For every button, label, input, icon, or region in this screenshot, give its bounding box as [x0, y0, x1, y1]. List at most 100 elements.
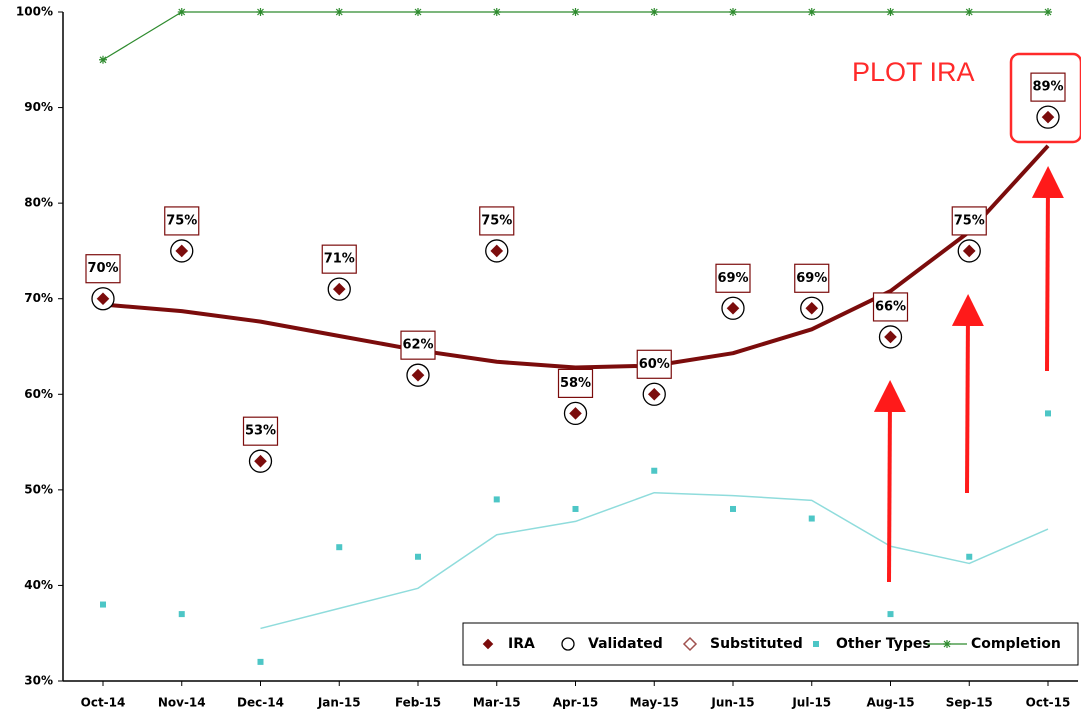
y-tick-label: 100%: [16, 5, 53, 19]
y-tick-label: 50%: [24, 482, 53, 496]
label-box: [85, 254, 121, 284]
marker-diamond: [567, 405, 584, 422]
marker-star: [256, 8, 265, 16]
marker-square: [887, 611, 894, 618]
data-label: 75%: [166, 213, 197, 228]
label-box: [400, 330, 436, 360]
label-box: [479, 206, 515, 236]
legend-item: Other Types: [813, 636, 931, 652]
legend-item: Substituted: [682, 636, 803, 652]
data-label: 75%: [954, 213, 985, 228]
marker-diamond: [410, 367, 426, 383]
marker-star: [650, 8, 659, 16]
marker-circle: [561, 637, 575, 651]
y-tick-label: 70%: [24, 291, 53, 305]
arrow: [873, 380, 906, 583]
data-label: 62%: [402, 338, 433, 353]
legend-item: Completion: [927, 636, 1061, 652]
marker-diamond: [331, 281, 347, 297]
marker-diamond: [725, 300, 741, 316]
label-box: [794, 263, 830, 293]
marker-square: [100, 601, 106, 608]
marker-diamond: [804, 300, 820, 316]
x-tick-label: Sep-15: [946, 696, 993, 710]
marker-diamond: [1040, 109, 1056, 125]
trend-line: [260, 491, 1049, 630]
legend-label: IRA: [508, 636, 535, 652]
data-label: 89%: [1032, 80, 1063, 95]
marker-diamond: [489, 243, 505, 259]
data-label: 58%: [560, 376, 591, 391]
marker-star: [807, 8, 816, 16]
marker-square: [966, 553, 973, 560]
data-label: 71%: [324, 252, 355, 267]
x-tick-label: May-15: [630, 696, 679, 710]
marker-diamond: [95, 291, 111, 307]
x-tick-label: Jun-15: [710, 696, 754, 710]
legend-label: Validated: [588, 636, 663, 652]
marker-square: [813, 641, 819, 647]
marker-diamond: [481, 637, 495, 651]
data-label: 66%: [875, 299, 906, 314]
plot-area: 30% 40% 50% 60% 70% 80% 90% 100% Oct-14 Nov-14 Dec…: [16, 5, 1079, 710]
label-box: [951, 206, 987, 236]
marker-square: [336, 544, 343, 551]
label-box: [636, 349, 672, 379]
marker-diamond: [174, 243, 190, 259]
x-tick-label: Feb-15: [395, 696, 441, 710]
marker-square: [257, 658, 264, 665]
label-box: [1030, 72, 1066, 102]
legend-item: IRA: [481, 636, 535, 652]
x-tick-label: Dec-14: [237, 696, 284, 710]
marker-star: [177, 8, 186, 16]
marker-square: [651, 467, 658, 474]
marker-diamond: [252, 453, 269, 469]
marker-star: [943, 640, 951, 648]
marker-square: [730, 505, 736, 512]
arrow: [1031, 166, 1064, 372]
marker-star: [1044, 8, 1052, 16]
x-tick-label: Aug-15: [866, 696, 914, 710]
marker-square: [178, 611, 185, 618]
marker-square: [572, 505, 579, 512]
marker-square: [493, 496, 500, 503]
marker-star: [886, 8, 895, 16]
marker-star: [965, 8, 974, 16]
data-label: 75%: [481, 213, 512, 228]
x-tick-label: Jul-15: [791, 696, 831, 710]
marker-diamond: [882, 329, 899, 345]
trend-line: [102, 144, 1050, 370]
legend: IRA Validated Substituted Other Types Comple…: [462, 622, 1079, 666]
marker-star: [571, 8, 580, 16]
marker-star: [729, 8, 737, 16]
x-tick-label: Oct-14: [81, 696, 126, 710]
data-label: 53%: [245, 424, 276, 439]
data-label: 60%: [639, 357, 670, 372]
y-tick-label: 40%: [24, 578, 53, 592]
x-tick-label: Oct-15: [1026, 696, 1071, 710]
marker-diamond: [646, 386, 662, 402]
marker-star: [335, 8, 344, 16]
series-line: [102, 11, 1048, 61]
legend-item: Validated: [561, 636, 663, 652]
x-tick-label: Apr-15: [553, 696, 598, 710]
marker-star: [99, 55, 107, 64]
label-box: [321, 244, 357, 274]
label-box: [715, 263, 751, 293]
marker-square: [1045, 410, 1051, 417]
label-box: [872, 292, 909, 322]
data-label: 69%: [717, 271, 748, 286]
marker-star: [492, 8, 501, 16]
legend-label: Completion: [971, 636, 1061, 652]
label-box: [164, 206, 200, 236]
y-tick-label: 80%: [24, 196, 53, 210]
x-tick-label: Jan-15: [317, 696, 361, 710]
annotation: PLOT IRA: [852, 57, 975, 87]
highlight-box: [1009, 52, 1081, 144]
x-tick-label: Nov-14: [158, 696, 206, 710]
marker-square: [808, 515, 815, 522]
y-tick-label: 90%: [24, 100, 53, 114]
legend-label: Other Types: [836, 636, 931, 652]
label-box: [557, 368, 594, 398]
